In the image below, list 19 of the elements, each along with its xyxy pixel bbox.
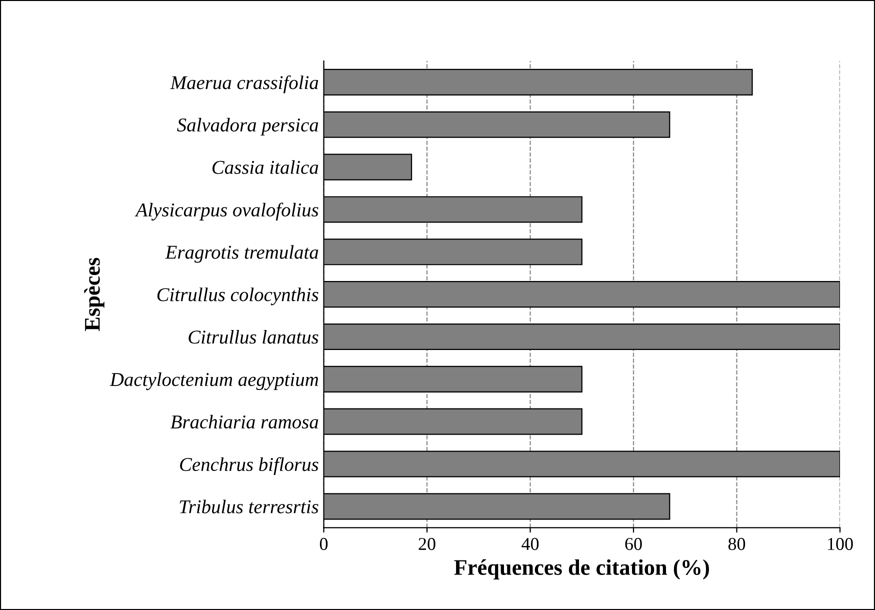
y-tick-label: Maerua crassifolia (170, 75, 318, 94)
y-tick-label: Brachiaria ramosa (170, 414, 318, 429)
y-tick-label: Citrullus colocynthis (157, 288, 318, 306)
y-axis-title: Espèces (84, 258, 104, 331)
y-tick-label: Eragrotis tremulata (165, 245, 318, 263)
y-tick-label: Cassia italica (212, 160, 318, 174)
y-tick-label: Cenchrus biflorus (180, 457, 318, 475)
x-tick-label: 100 (828, 538, 853, 550)
y-tick-label: Salvadora persica (177, 118, 318, 136)
x-tick-label: 60 (625, 538, 642, 550)
x-tick-label: 40 (522, 538, 539, 550)
y-tick-label: Alysicarpus ovalofolius (134, 202, 318, 221)
x-tick-label: 20 (418, 538, 436, 550)
x-axis-title: Fréquences de citation (%) (454, 559, 709, 580)
y-tick-label: Citrullus lanatus (188, 330, 318, 344)
y-tick-label: Dactyloctenium aegyptium (110, 372, 318, 390)
y-tick-label: Tribulus terresrtis (180, 500, 318, 514)
x-tick-label: 80 (728, 538, 746, 550)
x-tick-label: 0 (320, 538, 328, 550)
